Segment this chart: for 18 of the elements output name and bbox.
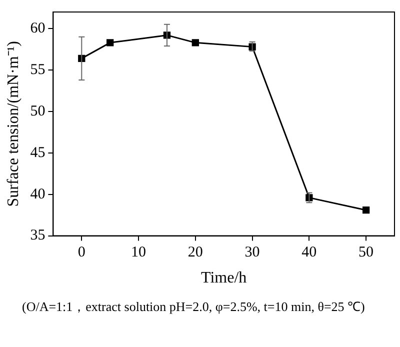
y-tick-label: 40 bbox=[30, 186, 46, 202]
x-tick-label: 20 bbox=[188, 244, 203, 261]
y-axis-title: Surface tension/(mN·m⁻¹) bbox=[4, 41, 22, 207]
y-tick-label: 55 bbox=[30, 62, 46, 78]
point bbox=[362, 206, 370, 214]
x-tick-label: 50 bbox=[358, 244, 374, 261]
text: (O/A=1:1，extract solution pH=2.0, φ=2.5%, t=10 min, θ=25 ℃) bbox=[22, 298, 366, 316]
x-tick-label: 0 bbox=[78, 244, 86, 261]
x-tick-label: 10 bbox=[131, 244, 146, 261]
x-axis-title: Time/h bbox=[201, 270, 247, 287]
x-tick-label: 40 bbox=[302, 244, 317, 261]
y-tick-label: 50 bbox=[30, 103, 46, 120]
point bbox=[192, 39, 199, 46]
y-tick-label: 45 bbox=[30, 144, 46, 161]
point bbox=[106, 39, 114, 46]
y-tick-label: 60 bbox=[30, 20, 46, 37]
x-tick-label: 30 bbox=[244, 244, 260, 261]
y-tick-label: 35 bbox=[30, 228, 46, 244]
